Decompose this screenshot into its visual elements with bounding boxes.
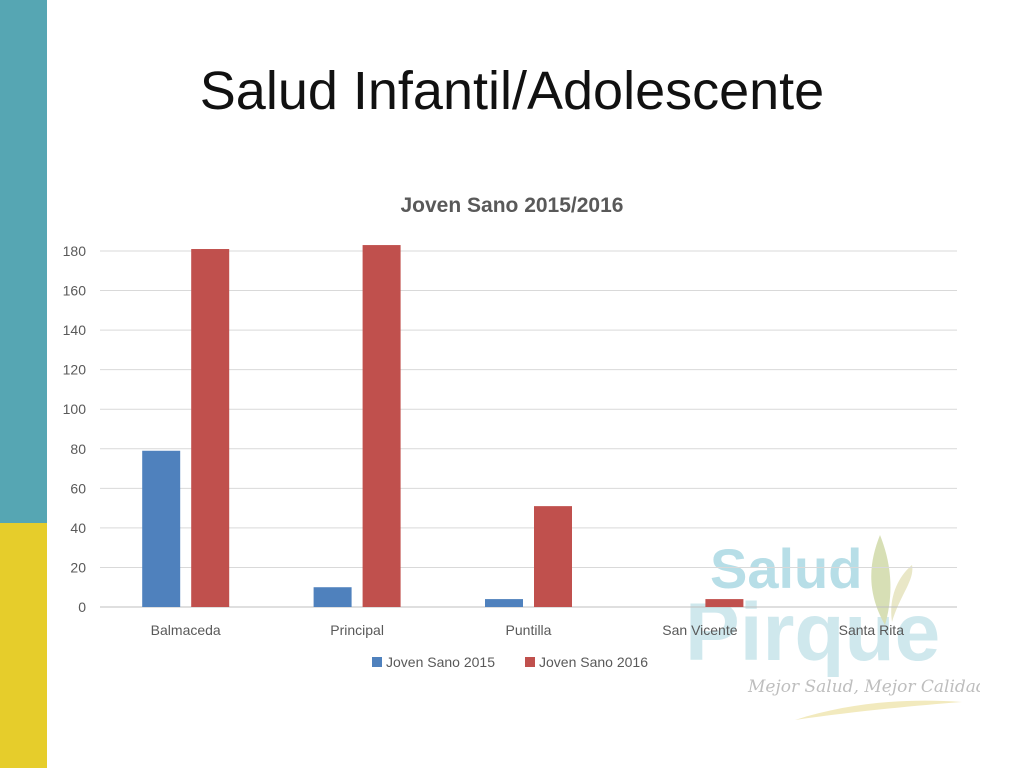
category-label: Principal bbox=[330, 622, 384, 638]
y-tick-label: 160 bbox=[63, 283, 87, 299]
chart-title: Joven Sano 2015/2016 bbox=[400, 194, 624, 217]
logo-line1: Salud bbox=[710, 537, 862, 600]
leaf-icon bbox=[871, 535, 891, 625]
legend-swatch bbox=[372, 657, 382, 667]
bar bbox=[705, 599, 744, 607]
side-bar-yellow bbox=[0, 523, 47, 768]
y-tick-label: 140 bbox=[63, 322, 87, 338]
y-tick-label: 180 bbox=[63, 243, 87, 259]
y-tick-label: 80 bbox=[70, 441, 86, 457]
bar bbox=[362, 245, 401, 608]
logo-tagline: Mejor Salud, Mejor Calidad de Vida. bbox=[747, 677, 980, 697]
y-tick-label: 20 bbox=[70, 559, 86, 575]
leaf-icon-2 bbox=[891, 565, 913, 622]
category-label: Balmaceda bbox=[151, 622, 221, 638]
side-bar-teal bbox=[0, 0, 47, 523]
bar bbox=[534, 506, 572, 607]
y-tick-label: 120 bbox=[63, 362, 87, 378]
bar bbox=[313, 587, 352, 607]
legend-label: Joven Sano 2016 bbox=[539, 654, 648, 670]
bar bbox=[142, 450, 181, 607]
y-tick-label: 100 bbox=[63, 401, 87, 417]
y-tick-label: 60 bbox=[70, 480, 86, 496]
slide-title: Salud Infantil/Adolescente bbox=[199, 61, 825, 121]
category-label: Santa Rita bbox=[839, 622, 905, 638]
y-tick-label: 40 bbox=[70, 520, 86, 536]
y-tick-label: 0 bbox=[78, 599, 86, 615]
category-label: San Vicente bbox=[662, 622, 737, 638]
bar bbox=[485, 599, 523, 607]
bar bbox=[191, 249, 230, 607]
legend-swatch bbox=[525, 657, 535, 667]
category-label: Puntilla bbox=[506, 622, 552, 638]
legend-label: Joven Sano 2015 bbox=[386, 654, 495, 670]
swoosh-icon bbox=[795, 700, 962, 720]
